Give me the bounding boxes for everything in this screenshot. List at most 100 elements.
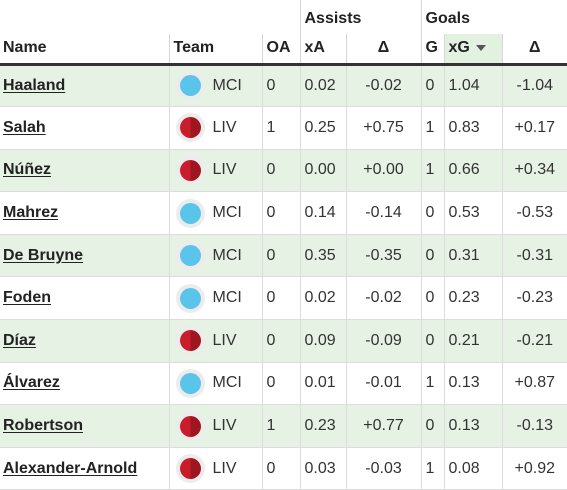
table-row: Mahrez MCI 0 0.14 -0.14 0 0.53 -0.53 [0, 191, 567, 235]
delta-goals-cell: +0.34 [501, 149, 567, 193]
team-badge [175, 454, 205, 484]
xa-cell: 0.09 [299, 319, 346, 363]
group-header-goals: Goals [420, 0, 567, 34]
player-name-link[interactable]: Alexander-Arnold [3, 459, 138, 477]
player-name-link[interactable]: Haaland [3, 76, 66, 94]
player-name-cell: Salah [0, 106, 169, 150]
column-header-oa[interactable]: OA [261, 34, 300, 66]
team-code: MCI [212, 289, 242, 307]
delta-assists-cell: -0.01 [345, 362, 422, 406]
delta-goals-cell: +0.17 [501, 106, 567, 150]
xa-cell: 0.25 [299, 106, 346, 150]
delta-goals-cell: -0.13 [501, 404, 567, 448]
delta-assists-cell: +0.75 [345, 106, 422, 150]
table-row: Haaland MCI 0 0.02 -0.02 0 1.04 -1.04 [0, 63, 567, 108]
team-crest-icon [179, 415, 201, 437]
player-name-cell: Álvarez [0, 362, 169, 406]
xg-cell: 0.13 [443, 404, 503, 448]
player-name-link[interactable]: Núñez [3, 161, 51, 179]
xa-cell: 0.03 [299, 447, 346, 490]
team-badge [175, 198, 205, 228]
team-crest-icon [179, 287, 201, 309]
g-cell: 0 [420, 276, 445, 321]
team-code: MCI [212, 246, 242, 264]
xa-cell: 0.02 [299, 63, 346, 108]
sort-down-icon [475, 45, 486, 52]
xg-cell: 0.31 [443, 234, 503, 278]
table-row: Álvarez MCI 0 0.01 -0.01 1 0.13 +0.87 [0, 362, 567, 406]
player-name-link[interactable]: Mahrez [3, 204, 59, 222]
team-cell: LIV [168, 106, 262, 150]
team-code: MCI [212, 76, 242, 94]
team-badge [175, 241, 205, 271]
xg-cell: 0.83 [443, 106, 503, 150]
column-header-g[interactable]: G [420, 34, 445, 66]
team-crest-icon [179, 330, 201, 352]
table-row: De Bruyne MCI 0 0.35 -0.35 0 0.31 -0.31 [0, 234, 567, 278]
delta-assists-cell: -0.09 [345, 319, 422, 363]
player-name-link[interactable]: Díaz [3, 331, 36, 349]
xg-cell: 0.66 [443, 149, 503, 193]
team-badge [175, 326, 205, 356]
team-code: LIV [212, 161, 237, 179]
player-name-link[interactable]: Salah [3, 118, 46, 136]
delta-goals-cell: -0.23 [501, 276, 567, 321]
player-name-link[interactable]: Foden [3, 289, 51, 307]
table-row: Núñez LIV 0 0.00 +0.00 1 0.66 +0.34 [0, 149, 567, 193]
team-badge [175, 368, 205, 398]
team-cell: MCI [168, 63, 262, 108]
team-cell: LIV [168, 404, 262, 448]
player-name-cell: Robertson [0, 404, 169, 448]
xa-cell: 0.35 [299, 234, 346, 278]
delta-assists-cell: -0.03 [345, 447, 422, 490]
team-badge [175, 283, 205, 313]
g-cell: 0 [420, 234, 445, 278]
team-crest-icon [179, 159, 201, 181]
column-header-delta-goals[interactable]: Δ [501, 34, 567, 66]
xg-cell: 0.08 [443, 447, 503, 490]
column-header-team[interactable]: Team [168, 34, 262, 66]
xg-cell: 0.21 [443, 319, 503, 363]
column-header-row: Name Team OA xA Δ G xG Δ [0, 34, 567, 66]
delta-goals-cell: +0.92 [501, 447, 567, 490]
player-name-cell: Mahrez [0, 191, 169, 235]
g-cell: 0 [420, 404, 445, 448]
team-code: MCI [212, 374, 242, 392]
group-spacer [0, 0, 300, 34]
player-name-link[interactable]: Álvarez [3, 374, 60, 392]
team-badge [175, 155, 205, 185]
delta-goals-cell: +0.87 [501, 362, 567, 406]
table-row: Alexander-Arnold LIV 0 0.03 -0.03 1 0.08… [0, 447, 567, 490]
column-header-delta-assists[interactable]: Δ [345, 34, 422, 66]
group-header-assists: Assists [299, 0, 422, 34]
player-name-link[interactable]: Robertson [3, 417, 83, 435]
column-header-xg[interactable]: xG [443, 34, 503, 66]
team-badge [175, 411, 205, 441]
g-cell: 0 [420, 63, 445, 108]
g-cell: 1 [420, 362, 445, 406]
xa-cell: 0.01 [299, 362, 346, 406]
column-header-xa[interactable]: xA [299, 34, 346, 66]
column-header-name[interactable]: Name [0, 34, 169, 66]
team-cell: LIV [168, 447, 262, 490]
oa-cell: 0 [261, 447, 300, 490]
team-crest-icon [179, 372, 201, 394]
team-crest-icon [179, 245, 201, 267]
table-row: Díaz LIV 0 0.09 -0.09 0 0.21 -0.21 [0, 319, 567, 363]
g-cell: 1 [420, 149, 445, 193]
g-cell: 1 [420, 106, 445, 150]
oa-cell: 1 [261, 106, 300, 150]
delta-assists-cell: +0.77 [345, 404, 422, 448]
oa-cell: 0 [261, 234, 300, 278]
team-code: LIV [212, 459, 237, 477]
oa-cell: 0 [261, 63, 300, 108]
delta-assists-cell: +0.00 [345, 149, 422, 193]
team-cell: MCI [168, 234, 262, 278]
delta-goals-cell: -0.53 [501, 191, 567, 235]
team-badge [175, 71, 205, 101]
table-header: Assists Goals Name Team OA xA Δ G xG Δ [0, 0, 567, 66]
player-name-link[interactable]: De Bruyne [3, 246, 84, 264]
team-cell: LIV [168, 149, 262, 193]
oa-cell: 0 [261, 362, 300, 406]
